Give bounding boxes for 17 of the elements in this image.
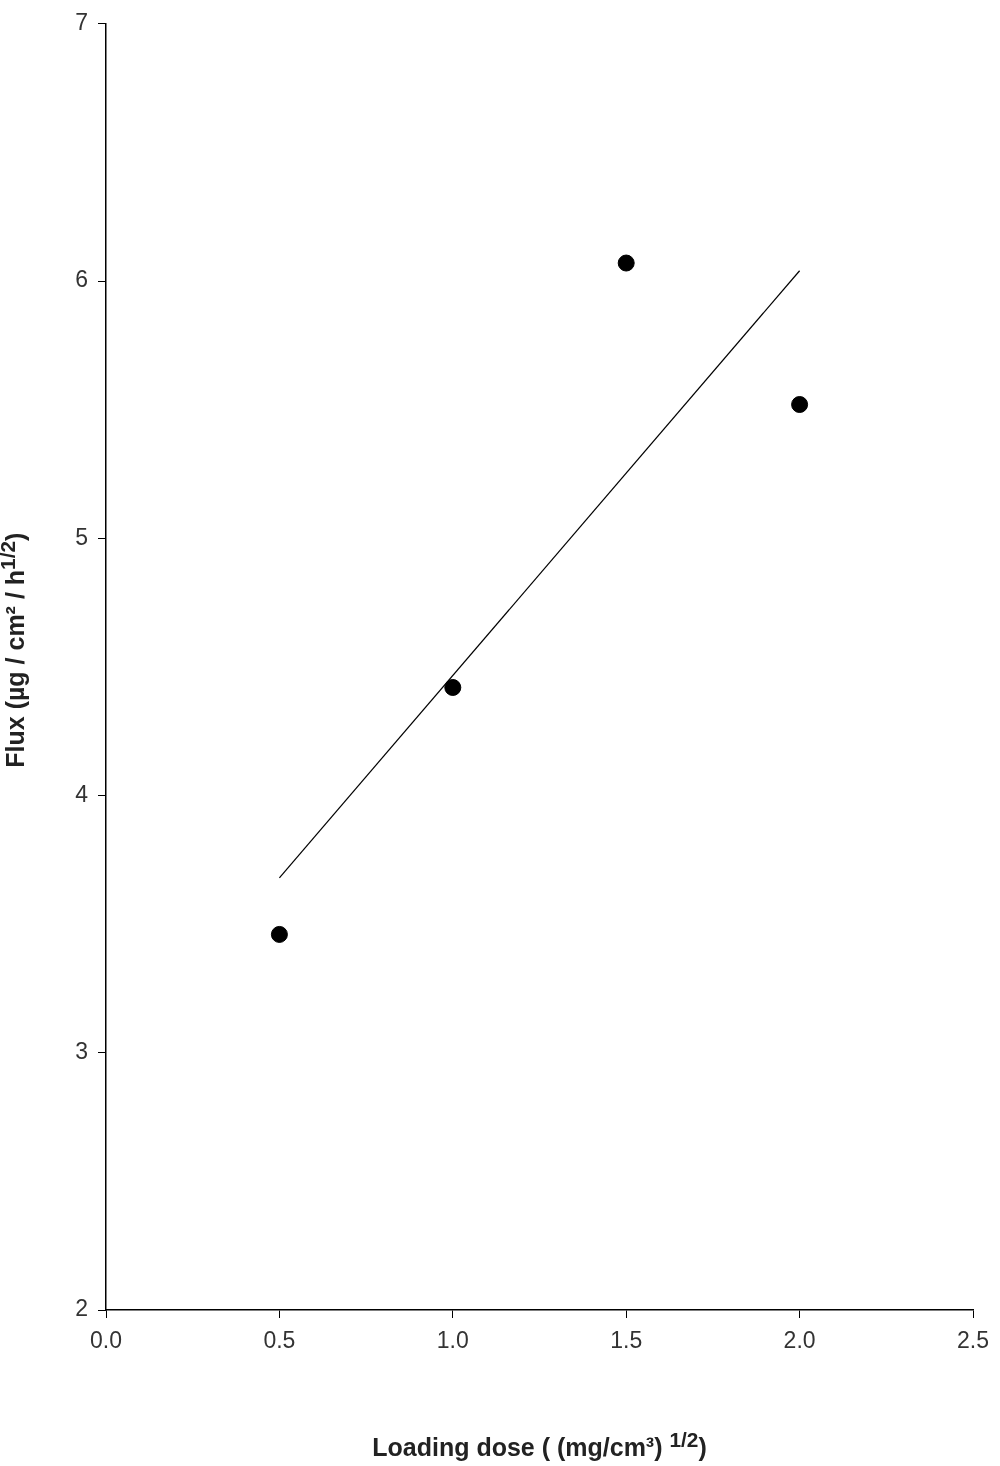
- point: [791, 396, 809, 414]
- y-tick-label: 5: [75, 523, 88, 550]
- y-tick-label: 4: [75, 780, 89, 807]
- x-tick-label: 1.5: [610, 1327, 643, 1354]
- x-tick-label: 2.0: [783, 1327, 816, 1354]
- y-tick-label: 7: [75, 9, 88, 36]
- x-tick-label: 1.0: [436, 1327, 469, 1354]
- point: [444, 678, 462, 696]
- x-tick-label: 0.0: [90, 1327, 122, 1354]
- x-tick-label: 0.5: [263, 1327, 296, 1354]
- x-axis-title: Loading dose ( (mg/cm³) $^{1/2}$): [371, 1428, 708, 1463]
- point: [270, 925, 288, 943]
- y-tick-label: 2: [75, 1295, 88, 1322]
- point: [617, 254, 635, 272]
- y-tick-label: 6: [75, 266, 88, 293]
- x-tick-label: 2.5: [957, 1327, 989, 1354]
- y-tick-label: 3: [75, 1038, 88, 1065]
